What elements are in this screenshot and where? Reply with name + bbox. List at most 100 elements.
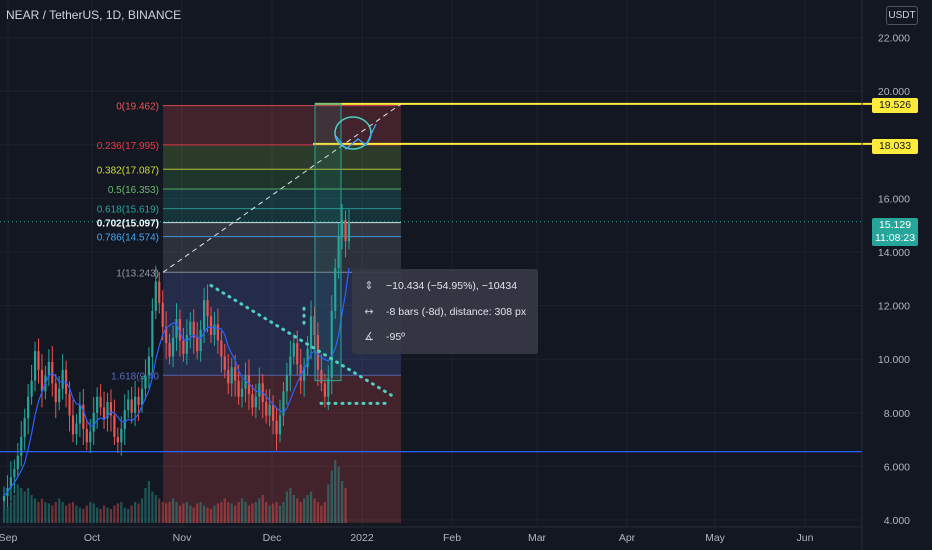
volume-bar xyxy=(227,502,230,523)
candle-body xyxy=(296,343,299,365)
volume-bar xyxy=(58,498,61,523)
candle-body xyxy=(102,407,106,419)
volume-bar xyxy=(337,467,340,523)
time-tick-label: Oct xyxy=(84,532,100,544)
candle-body xyxy=(189,321,192,336)
candle-body xyxy=(85,428,88,443)
fib-level-label: 1(13.243) xyxy=(116,268,159,279)
candle-body xyxy=(158,281,161,303)
ma-polyline xyxy=(3,267,350,497)
volume-bar xyxy=(275,502,278,523)
candle-body xyxy=(292,343,295,357)
volume-bar xyxy=(106,507,109,523)
fib-zone-band xyxy=(163,188,401,209)
candle-body xyxy=(106,402,109,419)
volume-bar xyxy=(237,502,240,523)
candle-body xyxy=(165,327,168,344)
price-tick-label: 20.000 xyxy=(878,86,910,98)
candle-body xyxy=(289,356,292,376)
candle-body xyxy=(2,495,6,502)
time-tick-label: Feb xyxy=(443,532,461,544)
volume-bar xyxy=(137,503,140,523)
candle-body xyxy=(330,310,333,378)
symbol-title[interactable]: NEAR / TetherUS, 1D, BINANCE xyxy=(6,8,182,22)
price-tick-label: 4.000 xyxy=(884,515,910,527)
measure-tooltip: ⇕ −10.434 (−54.95%), −10434 ↔ -8 bars (-… xyxy=(352,269,538,354)
volume-bar xyxy=(154,495,157,523)
volume-bar xyxy=(71,502,75,523)
candle-body xyxy=(113,415,116,437)
bar-countdown: 11:08:23 xyxy=(874,232,916,244)
fib-level-label: 0.618(15.619) xyxy=(97,205,159,216)
volume-bar xyxy=(251,503,254,523)
volume-bar xyxy=(223,498,226,523)
volume-bar xyxy=(234,505,237,523)
price-tick-label: 14.000 xyxy=(878,247,910,259)
candle-body xyxy=(134,396,137,413)
fib-zone-band xyxy=(163,169,401,189)
price-axis: 22.00020.00018.00016.00014.00012.00010.0… xyxy=(861,0,910,550)
fib-zone-band xyxy=(163,105,401,145)
fib-zone-band xyxy=(163,222,401,237)
vertical-range-icon: ⇕ xyxy=(364,279,374,292)
candle-body xyxy=(47,361,50,376)
volume-bar xyxy=(265,502,268,523)
volume-bar xyxy=(144,488,147,523)
volume-bar xyxy=(61,502,64,523)
volume-bar xyxy=(206,507,209,523)
candle-body xyxy=(275,420,278,435)
candle-body xyxy=(185,335,188,354)
candle-body xyxy=(309,316,313,349)
measure-range xyxy=(314,103,342,382)
measure-bars-row: ↔ -8 bars (-8d), distance: 308 px xyxy=(362,305,526,318)
candle-body xyxy=(196,337,199,352)
volume-bar xyxy=(299,502,302,523)
volume-bar xyxy=(240,498,244,523)
fib-level-label: 0(19.462) xyxy=(116,102,159,113)
volume-bar xyxy=(2,509,6,523)
volume-bar xyxy=(78,507,81,523)
peak-sketch-line xyxy=(335,123,377,150)
volume-bar xyxy=(75,505,78,523)
volume-bar xyxy=(40,498,44,523)
volume-bar xyxy=(209,509,213,523)
volume-bar xyxy=(161,502,164,523)
fib-level-label: 0.236(17.995) xyxy=(97,141,159,152)
candle-body xyxy=(306,348,309,368)
candle-body xyxy=(192,321,195,338)
fib-level-label: 0.382(17.087) xyxy=(97,165,159,176)
volume-bar xyxy=(344,488,347,523)
candle-body xyxy=(240,388,244,397)
candle-body xyxy=(265,402,268,416)
current-price-tag: 15.129 11:08:23 xyxy=(872,218,918,246)
candle-body xyxy=(268,404,271,416)
time-tick-label: Jun xyxy=(797,532,814,544)
volume-bar xyxy=(99,509,102,523)
candle-body xyxy=(82,404,85,429)
volume-bar xyxy=(341,481,344,523)
candle-body xyxy=(316,335,320,370)
volume-bar xyxy=(168,502,171,523)
volume-bar xyxy=(289,488,292,523)
candle-body xyxy=(223,356,226,370)
volume-bar xyxy=(216,503,219,523)
chart-grid xyxy=(0,0,862,527)
volume-bar xyxy=(303,498,306,523)
volume-bar xyxy=(113,505,116,523)
volume-bar xyxy=(116,503,119,523)
candle-body xyxy=(334,268,337,311)
candle-body xyxy=(347,221,351,242)
candle-body xyxy=(209,316,213,336)
candle-body xyxy=(220,340,223,357)
volume-bar xyxy=(13,495,16,523)
candle-body xyxy=(206,300,209,317)
currency-badge[interactable]: USDT xyxy=(886,6,918,25)
candle-body xyxy=(199,329,202,352)
volume-bar xyxy=(65,505,68,523)
candle-body xyxy=(144,375,147,389)
measure-angle-row: ∡ -95º xyxy=(362,330,405,343)
candle-body xyxy=(123,410,126,429)
volume-bar xyxy=(16,484,19,523)
candle-body xyxy=(282,391,285,416)
volume-bar xyxy=(85,505,88,523)
